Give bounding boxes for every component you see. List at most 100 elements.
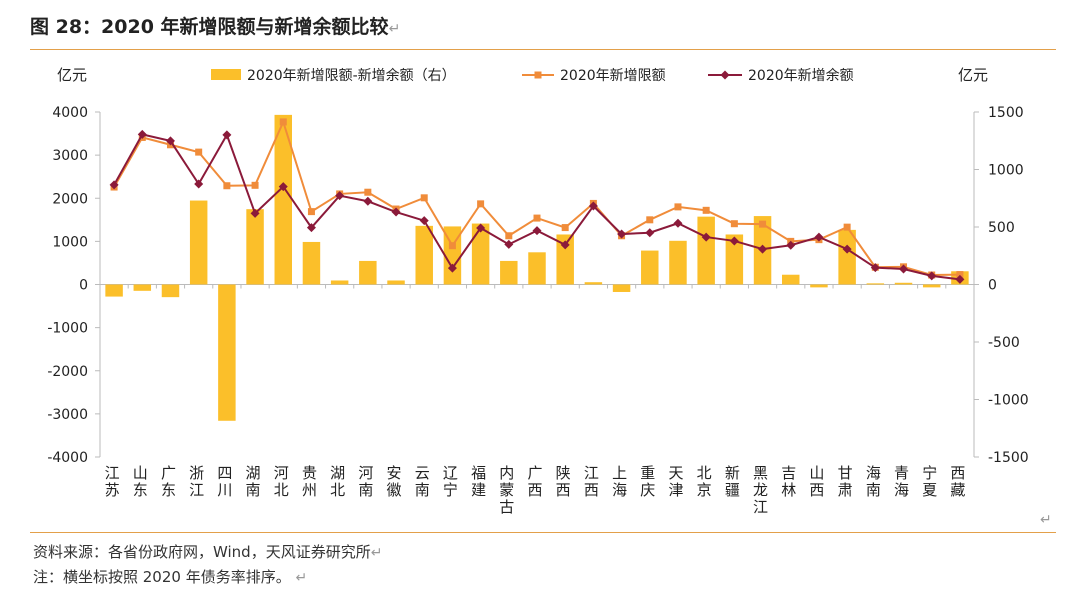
x-tick-label: 福建	[471, 464, 486, 499]
bar	[641, 250, 659, 285]
x-tick-label: 黑龙江	[753, 464, 768, 516]
point	[843, 223, 851, 231]
y-left-tick-label: 1000	[52, 234, 88, 250]
chart-title: 图 28：2020 年新增限额与新增余额比较↵	[30, 16, 401, 38]
point	[645, 228, 655, 238]
top-rule	[30, 49, 1056, 50]
bar	[782, 274, 800, 285]
x-tick-label: 山西	[809, 464, 824, 499]
y-left-tick-label: 3000	[52, 148, 88, 164]
point	[447, 263, 457, 273]
point	[533, 214, 541, 222]
bar	[866, 283, 885, 285]
bar	[359, 260, 377, 285]
x-tick-label: 山东	[133, 464, 148, 499]
bar	[302, 241, 321, 285]
point	[223, 182, 231, 190]
point	[307, 208, 315, 216]
y-left-tick-label: -2000	[47, 364, 88, 380]
bar	[697, 216, 715, 285]
point	[673, 218, 683, 228]
point	[363, 196, 373, 206]
y-right-tick-label: -1000	[988, 393, 1029, 409]
x-tick-label: 贵州	[302, 464, 317, 499]
legend-label: 2020年新增余额	[748, 67, 854, 84]
bar	[556, 234, 574, 285]
x-tick-label: 重庆	[640, 464, 655, 499]
point	[278, 182, 288, 192]
x-tick-label: 内蒙古	[499, 464, 514, 516]
x-tick-label: 青海	[894, 464, 909, 499]
axes	[95, 111, 979, 458]
bar	[471, 223, 490, 285]
x-tick-label: 宁夏	[922, 464, 937, 499]
point	[646, 216, 654, 224]
point	[927, 271, 937, 281]
legend-marker	[534, 71, 542, 79]
x-tick-label: 广东	[161, 464, 176, 499]
line-series	[109, 118, 965, 284]
bar	[584, 282, 603, 285]
bar	[105, 284, 123, 297]
point	[165, 136, 175, 146]
point	[842, 244, 852, 254]
x-tick-label: 天津	[668, 464, 683, 499]
bar	[133, 284, 152, 291]
bar	[669, 240, 687, 285]
corner-return-mark: ↵	[1040, 512, 1052, 528]
point	[477, 200, 485, 208]
bar	[415, 225, 433, 285]
x-tick-label: 四川	[217, 464, 232, 499]
point	[505, 232, 513, 240]
x-tick-label: 河南	[358, 464, 373, 499]
source-note: 资料来源：各省份政府网，Wind，天风证券研究所↵	[33, 543, 383, 561]
y-left-tick-label: 4000	[52, 105, 88, 121]
x-tick-label: 江苏	[105, 464, 120, 499]
x-tick-label: 浙江	[189, 464, 204, 499]
y-right-tick-label: 1500	[988, 105, 1024, 121]
y-left-tick-label: -3000	[47, 407, 88, 423]
legend-marker	[720, 70, 730, 80]
point	[955, 274, 965, 284]
point	[899, 264, 909, 274]
y-right-tick-label: -1500	[988, 450, 1029, 466]
point	[448, 242, 456, 250]
point	[364, 188, 372, 196]
bar	[387, 280, 405, 285]
bar	[810, 284, 828, 288]
bar	[330, 280, 349, 285]
y-left-tick-label: -4000	[47, 450, 88, 466]
bar	[528, 252, 546, 285]
point	[137, 129, 147, 139]
bar	[246, 209, 264, 285]
point	[279, 118, 287, 126]
return-mark: ↵	[388, 21, 401, 37]
point	[560, 240, 570, 250]
bar	[189, 200, 208, 285]
point	[391, 207, 401, 217]
point	[109, 180, 119, 190]
point	[251, 181, 259, 189]
x-tick-label: 广西	[527, 464, 542, 499]
legend: 2020年新增限额-新增余额（右） 2020年新增限额 2020年新增余额	[211, 67, 854, 84]
footnote: 注：横坐标按照 2020 年债务率排序。 ↵	[33, 568, 308, 586]
x-tick-label: 江西	[584, 464, 599, 499]
y-right-tick-label: 0	[988, 278, 997, 294]
point	[617, 229, 627, 239]
point	[222, 130, 232, 140]
point	[702, 206, 710, 214]
point	[195, 148, 203, 156]
legend-label: 2020年新增限额-新增余额（右）	[247, 67, 456, 84]
bar	[218, 284, 236, 421]
y-left-tick-label: 2000	[52, 191, 88, 207]
y-left-tick-label: -1000	[47, 321, 88, 337]
point	[786, 240, 796, 250]
x-tick-label: 北京	[697, 464, 712, 499]
point	[729, 236, 739, 246]
point	[814, 232, 824, 242]
point	[956, 271, 964, 279]
point	[419, 216, 429, 226]
bottom-rule	[30, 532, 1056, 533]
bar	[838, 229, 856, 285]
bar	[922, 284, 941, 288]
